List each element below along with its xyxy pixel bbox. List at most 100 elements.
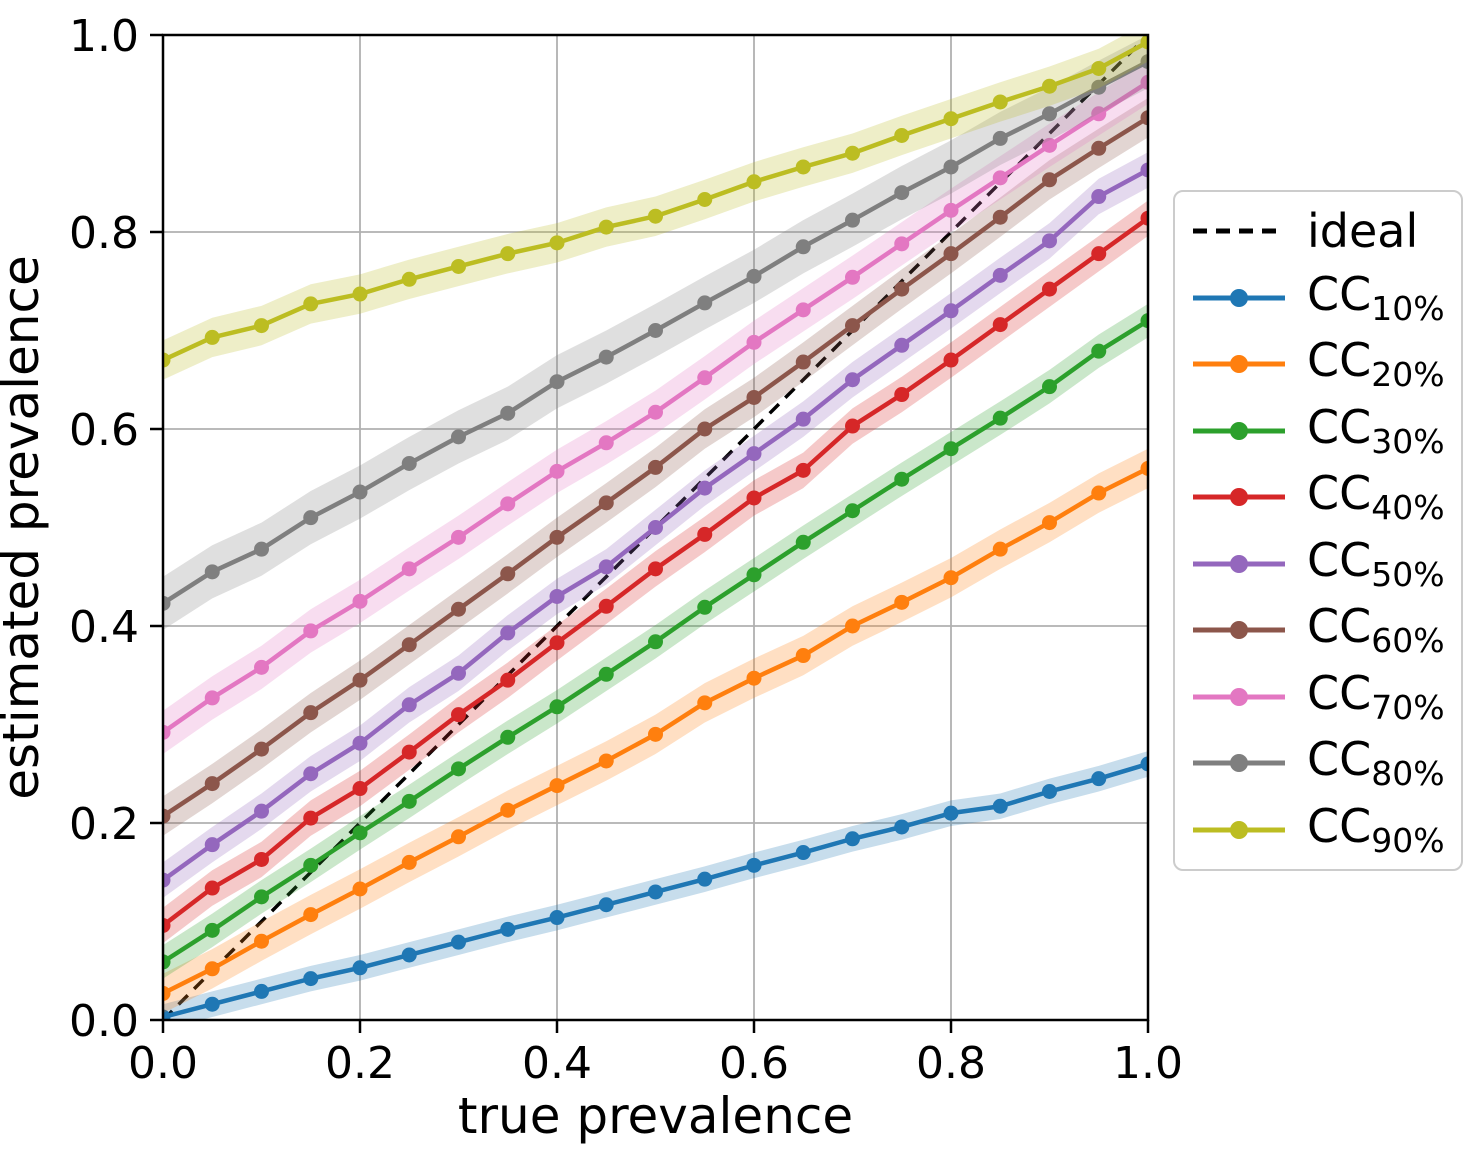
data-point-marker (204, 961, 220, 977)
data-point-marker (1042, 78, 1057, 94)
confidence-band (163, 35, 1148, 380)
data-point-marker (992, 209, 1008, 225)
data-point-marker (303, 296, 319, 312)
data-point-marker (746, 670, 762, 686)
data-point-marker (303, 510, 319, 526)
data-point-marker (598, 495, 614, 511)
data-point-marker (697, 191, 713, 207)
data-point-marker (451, 761, 466, 777)
marker-swatch-icon (1230, 820, 1248, 839)
data-point-marker (352, 960, 368, 976)
data-point-marker (1140, 756, 1148, 772)
x-tick-label: 0.6 (719, 1038, 789, 1089)
data-point-marker (303, 705, 319, 721)
legend-item-10pct: CC10% (1191, 265, 1451, 332)
data-point-marker (1091, 140, 1107, 156)
data-point-marker (697, 370, 713, 386)
data-point-marker (1091, 246, 1107, 262)
data-point-marker (401, 637, 417, 653)
data-point-marker (845, 318, 860, 334)
data-point-marker (500, 921, 516, 937)
y-tick-label: 0.4 (69, 602, 139, 653)
marker-swatch-icon (1230, 355, 1248, 374)
data-point-marker (746, 389, 762, 405)
data-point-marker (1140, 210, 1148, 226)
plot-area (163, 35, 1148, 1020)
data-point-marker (204, 837, 220, 853)
data-point-marker (451, 258, 466, 274)
data-point-marker (163, 917, 171, 933)
data-point-marker (943, 805, 959, 821)
data-point-marker (1042, 783, 1057, 799)
data-point-marker (894, 281, 910, 297)
data-point-marker (254, 851, 269, 867)
y-axis-label: estimated prevalence (0, 255, 50, 799)
data-point-marker (746, 334, 762, 350)
legend-item-20pct: CC20% (1191, 331, 1451, 398)
data-point-marker (795, 159, 811, 175)
data-point-marker (648, 459, 663, 475)
data-point-marker (254, 889, 269, 905)
data-point-marker (1140, 35, 1148, 50)
axis-ticks: 0.0 0.2 0.4 0.6 0.8 1.0 0.0 0.2 0.4 0.6 0.8 1.0 (69, 11, 1183, 1089)
legend-item-90pct: CC90% (1191, 797, 1451, 864)
data-point-marker (795, 845, 811, 861)
data-point-marker (746, 857, 762, 873)
data-point-marker (500, 729, 516, 745)
data-point-marker (1140, 54, 1148, 70)
legend-label-50pct: CC50% (1307, 532, 1445, 594)
data-point-marker (500, 625, 516, 641)
data-point-marker (598, 559, 614, 575)
data-point-marker (845, 372, 860, 388)
legend-swatch-ideal (1193, 228, 1285, 234)
legend-item-80pct: CC80% (1191, 730, 1451, 797)
data-point-marker (598, 897, 614, 913)
data-point-marker (254, 933, 269, 949)
data-point-marker (795, 411, 811, 427)
data-point-marker (401, 271, 417, 287)
data-point-marker (894, 387, 910, 403)
data-point-marker (598, 219, 614, 235)
data-point-marker (303, 907, 319, 923)
legend-swatch-90pct (1193, 820, 1285, 839)
data-point-marker (795, 462, 811, 478)
data-point-marker (1091, 771, 1107, 787)
data-point-marker (401, 455, 417, 471)
data-point-marker (204, 880, 220, 896)
data-point-marker (845, 212, 860, 228)
data-point-marker (163, 985, 171, 1001)
series-40pct (163, 200, 1148, 944)
data-point-marker (648, 520, 663, 535)
y-tick-label: 0.6 (69, 405, 139, 456)
data-point-marker (894, 337, 910, 353)
legend-label-90pct: CC90% (1307, 798, 1445, 860)
data-point-marker (943, 111, 959, 127)
data-point-marker (1140, 162, 1148, 178)
data-point-marker (163, 872, 171, 888)
data-point-marker (697, 526, 713, 542)
data-point-marker (352, 735, 368, 751)
data-point-marker (1042, 106, 1057, 122)
data-point-marker (549, 699, 565, 715)
data-point-marker (697, 421, 713, 437)
data-point-marker (746, 446, 762, 462)
x-tick-label: 1.0 (1113, 1038, 1183, 1089)
data-point-marker (697, 695, 713, 711)
data-point-marker (1140, 74, 1148, 90)
data-point-marker (549, 463, 565, 479)
data-point-marker (697, 295, 713, 311)
legend-swatch-30pct (1193, 421, 1285, 440)
data-point-marker (303, 971, 319, 987)
legend-label-30pct: CC30% (1307, 399, 1445, 461)
data-point-marker (451, 665, 466, 681)
data-point-marker (845, 145, 860, 161)
data-point-marker (746, 490, 762, 506)
data-point-marker (992, 170, 1008, 186)
data-point-marker (845, 831, 860, 847)
data-point-marker (648, 884, 663, 900)
data-point-marker (451, 707, 466, 723)
data-point-marker (943, 570, 959, 586)
data-point-marker (549, 588, 565, 604)
series-10pct (163, 751, 1148, 1020)
